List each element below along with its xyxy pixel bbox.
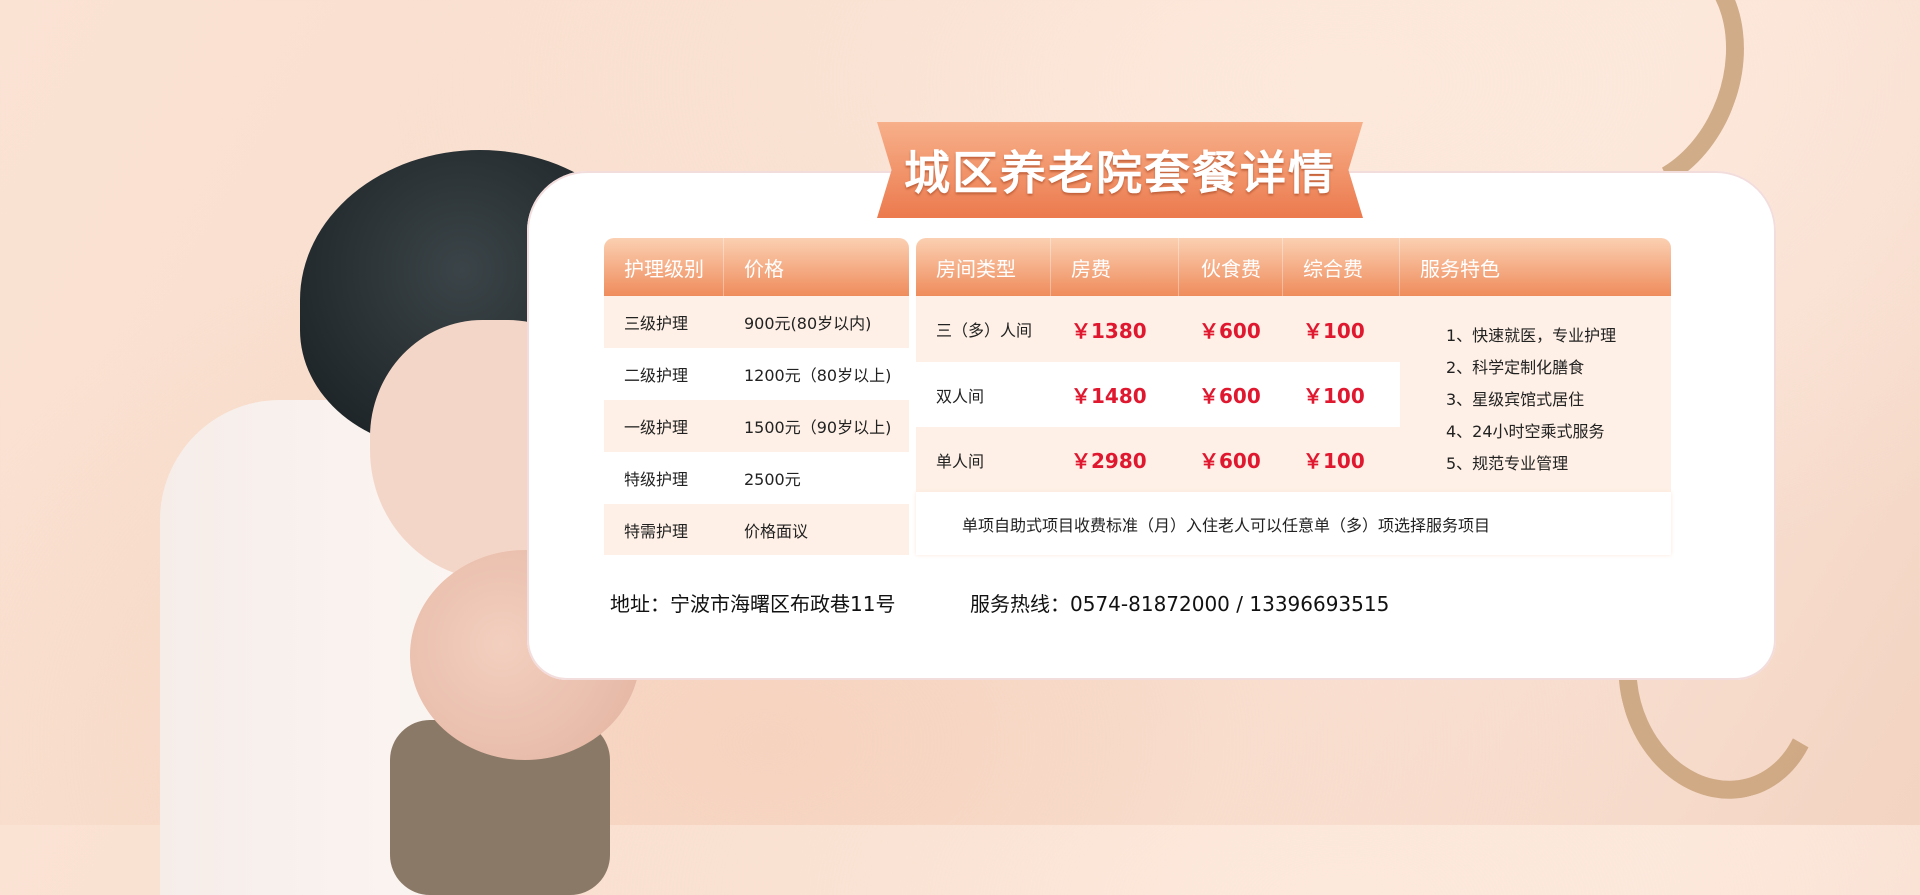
table-header: 护理级别 价格 [604, 238, 909, 296]
feature-item: 4、24小时空乘式服务 [1446, 422, 1605, 441]
fee-note: 单项自助式项目收费标准（月）入住老人可以任意单（多）项选择服务项目 [916, 492, 1671, 555]
header-cell: 价格 [744, 256, 784, 281]
header-cell: 护理级别 [604, 238, 724, 296]
header-cell: 伙食费 [1179, 238, 1283, 296]
feature-item: 3、星级宾馆式居住 [1446, 390, 1585, 409]
table-row: 三（多）人间 ￥1380 ￥600 ￥100 [916, 296, 1400, 362]
table-row: 三级护理 900元(80岁以内) [604, 296, 909, 348]
service-features: 1、快速就医，专业护理 2、科学定制化膳食 3、星级宾馆式居住 4、24小时空乘… [1400, 296, 1671, 492]
header-cell: 综合费 [1283, 238, 1400, 296]
header-cell: 房间类型 [916, 238, 1051, 296]
feature-item: 1、快速就医，专业护理 [1446, 326, 1617, 345]
page-title: 城区养老院套餐详情 [877, 122, 1363, 218]
table-row: 特级护理 2500元 [604, 452, 909, 504]
header-cell: 服务特色 [1420, 256, 1500, 281]
table-row: 特需护理 价格面议 [604, 504, 909, 555]
room-fee-table: 房间类型 房费 伙食费 综合费 服务特色 三（多）人间 ￥1380 ￥600 ￥100… [916, 238, 1671, 492]
feature-item: 5、规范专业管理 [1446, 454, 1569, 473]
table-header: 房间类型 房费 伙食费 综合费 服务特色 [916, 238, 1671, 296]
care-level-table: 护理级别 价格 三级护理 900元(80岁以内) 二级护理 1200元（80岁以上)… [604, 238, 909, 555]
address: 地址：宁波市海曙区布政巷11号 [610, 592, 896, 616]
table-row: 单人间 ￥2980 ￥600 ￥100 [916, 427, 1400, 492]
table-row: 二级护理 1200元（80岁以上) [604, 348, 909, 400]
hotline: 服务热线：0574-81872000 / 13396693515 [970, 592, 1390, 616]
header-cell: 房费 [1051, 238, 1179, 296]
table-row: 一级护理 1500元（90岁以上) [604, 400, 909, 452]
table-row: 双人间 ￥1480 ￥600 ￥100 [916, 362, 1400, 427]
feature-item: 2、科学定制化膳食 [1446, 358, 1585, 377]
